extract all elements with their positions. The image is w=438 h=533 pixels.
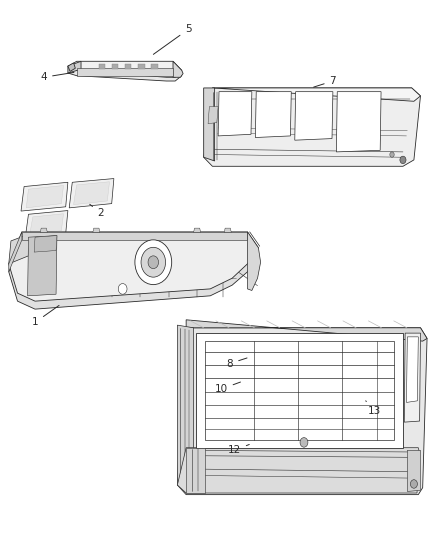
Polygon shape [186, 320, 427, 341]
Polygon shape [9, 240, 258, 309]
Circle shape [410, 480, 417, 488]
Polygon shape [218, 92, 252, 136]
Circle shape [118, 284, 127, 294]
Circle shape [300, 438, 308, 447]
Polygon shape [212, 88, 420, 101]
Polygon shape [204, 88, 215, 161]
Circle shape [390, 152, 394, 157]
Text: 10: 10 [215, 382, 240, 394]
Polygon shape [77, 68, 173, 76]
Text: 13: 13 [366, 401, 381, 416]
Polygon shape [173, 61, 183, 77]
Polygon shape [247, 232, 261, 290]
Polygon shape [9, 233, 31, 264]
Polygon shape [204, 88, 420, 166]
Polygon shape [205, 341, 394, 440]
Polygon shape [68, 63, 75, 71]
Text: 5: 5 [153, 25, 192, 54]
Polygon shape [196, 333, 403, 448]
Polygon shape [125, 64, 131, 69]
Polygon shape [177, 325, 194, 489]
Circle shape [135, 240, 172, 285]
Polygon shape [177, 448, 420, 493]
Polygon shape [295, 92, 333, 140]
Polygon shape [255, 92, 291, 138]
Polygon shape [93, 228, 100, 232]
Polygon shape [177, 328, 427, 495]
Polygon shape [40, 228, 47, 232]
Polygon shape [22, 232, 247, 240]
Polygon shape [68, 61, 81, 73]
Polygon shape [407, 450, 420, 491]
Polygon shape [138, 64, 145, 69]
Polygon shape [34, 236, 57, 252]
Circle shape [148, 256, 159, 269]
Text: 2: 2 [90, 204, 104, 218]
Polygon shape [194, 228, 201, 232]
Circle shape [141, 247, 166, 277]
Circle shape [400, 156, 406, 164]
Polygon shape [68, 61, 182, 77]
Polygon shape [9, 232, 22, 272]
Polygon shape [336, 92, 381, 152]
Polygon shape [112, 64, 118, 69]
Polygon shape [99, 64, 105, 69]
Polygon shape [69, 179, 114, 208]
Polygon shape [404, 333, 420, 422]
Text: 7: 7 [314, 76, 336, 87]
Text: 4: 4 [40, 72, 74, 82]
Text: 8: 8 [226, 358, 247, 368]
Polygon shape [74, 182, 110, 205]
Text: 12: 12 [228, 445, 249, 455]
Polygon shape [186, 448, 205, 493]
Polygon shape [26, 185, 64, 208]
Polygon shape [30, 214, 64, 234]
Polygon shape [9, 232, 258, 301]
Polygon shape [208, 107, 218, 124]
Polygon shape [28, 236, 57, 296]
Polygon shape [224, 228, 231, 232]
Polygon shape [406, 337, 418, 402]
Text: 1: 1 [32, 305, 59, 327]
Polygon shape [68, 68, 182, 81]
Polygon shape [21, 182, 68, 211]
Polygon shape [151, 64, 158, 69]
Polygon shape [25, 211, 68, 237]
